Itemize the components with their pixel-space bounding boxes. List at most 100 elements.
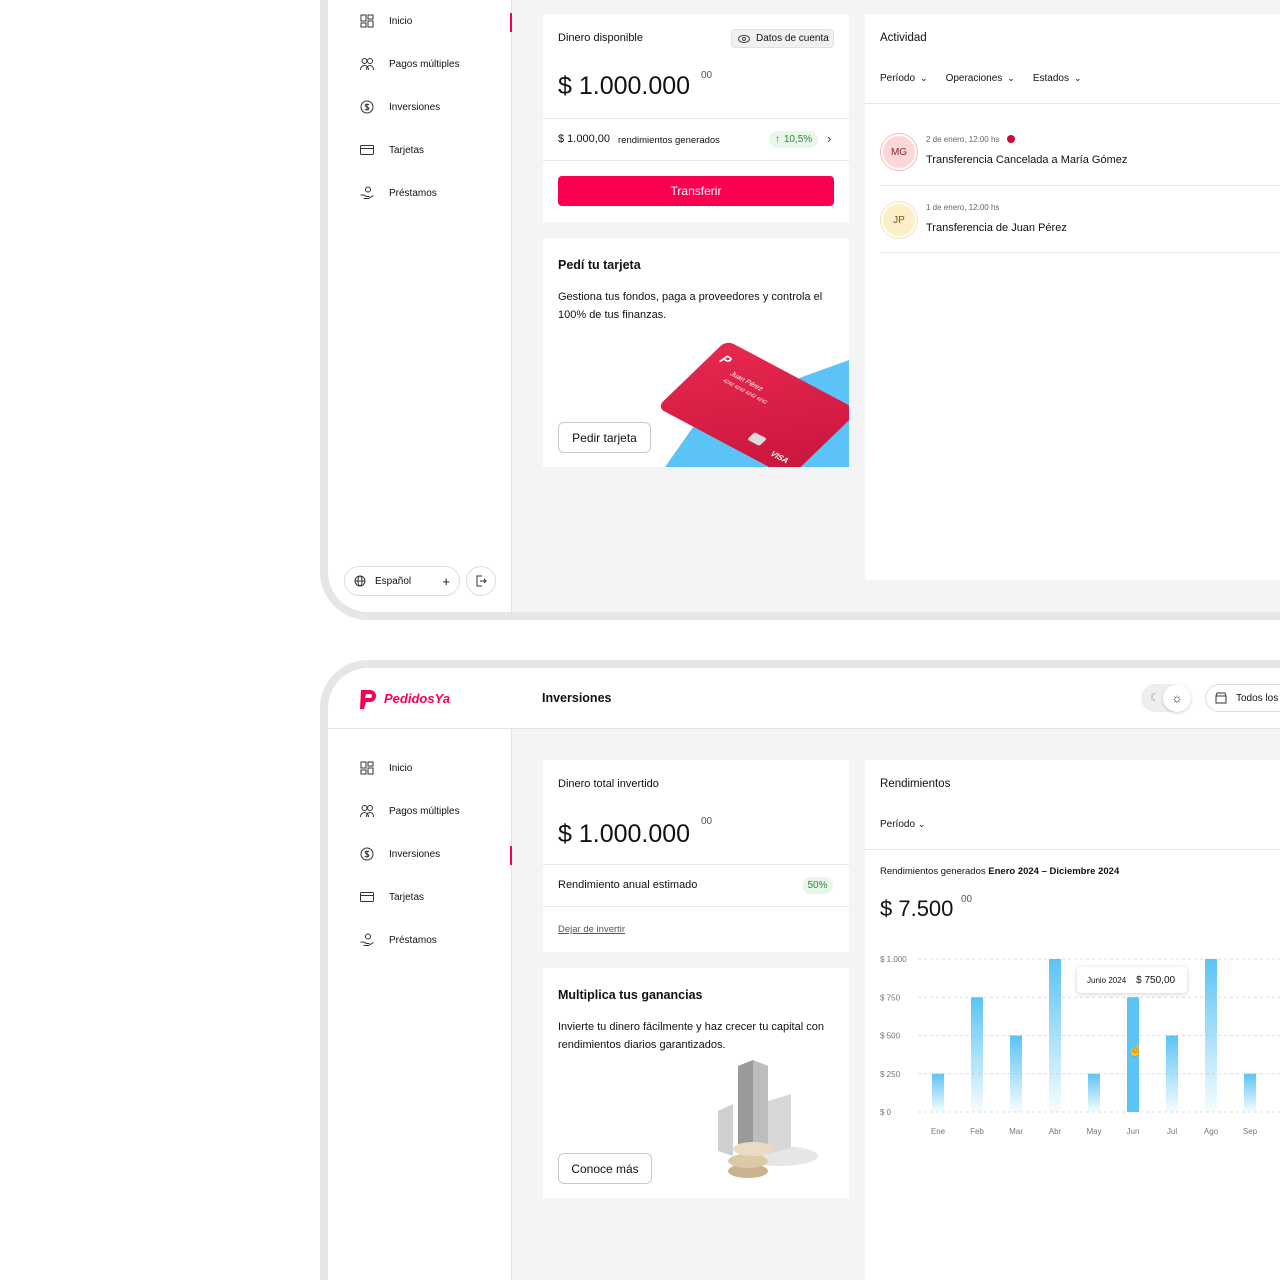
tooltip: Junio 2024 $ 750,00 bbox=[1077, 967, 1187, 993]
bar[interactable] bbox=[971, 997, 983, 1112]
chevron: ⌄ bbox=[920, 73, 928, 83]
activity-title[interactable]: Transferencia Cancelada a María Gómez bbox=[926, 154, 1128, 166]
investment-card: Dinero total invertido $ 1.000.000 00 Re… bbox=[543, 760, 849, 952]
nav-icon bbox=[360, 58, 374, 71]
icon-shape bbox=[365, 186, 371, 193]
investment-promo: Multiplica tus ganancias Invierte tu din… bbox=[543, 968, 849, 1198]
nav-item[interactable]: Préstamos bbox=[360, 933, 437, 948]
panel-title: Rendimientos bbox=[880, 778, 951, 790]
icon-shape bbox=[476, 575, 487, 587]
store-icon bbox=[1215, 692, 1227, 704]
brand-name: PedidosYa bbox=[384, 691, 450, 706]
bar[interactable] bbox=[1205, 959, 1217, 1112]
learn-more-button[interactable]: Conoce más bbox=[558, 1153, 652, 1184]
icon-shape bbox=[365, 933, 371, 940]
promo-text: Invierte tu dinero fácilmente y haz crec… bbox=[558, 1021, 824, 1051]
y-tick-label: $ 250 bbox=[880, 1070, 901, 1079]
store-label: Todos los bbox=[1236, 692, 1279, 704]
icon-shape bbox=[360, 100, 374, 114]
nav-item[interactable]: Inversiones bbox=[360, 847, 440, 862]
store-selector[interactable]: Todos los bbox=[1205, 684, 1280, 712]
logout-button[interactable] bbox=[466, 566, 496, 596]
filter[interactable]: Operaciones ⌄ bbox=[946, 73, 1015, 84]
bar[interactable] bbox=[1244, 1073, 1256, 1112]
card-logo: P bbox=[716, 352, 736, 368]
account-data-button[interactable]: Datos de cuenta bbox=[731, 29, 834, 48]
nav-item[interactable]: Tarjetas bbox=[360, 143, 424, 158]
nav-item[interactable]: Pagos múltiples bbox=[360, 804, 460, 819]
nav-label: Préstamos bbox=[389, 188, 437, 199]
language-selector[interactable]: Español + bbox=[344, 566, 460, 596]
nav-item[interactable]: Inicio bbox=[360, 761, 412, 776]
divider bbox=[880, 185, 1280, 186]
stop-investing-link[interactable]: Dejar de invertir bbox=[558, 924, 626, 935]
icon-shape bbox=[367, 58, 373, 64]
chevron[interactable]: › bbox=[827, 131, 832, 146]
divider bbox=[543, 864, 849, 865]
balance-cents: 00 bbox=[701, 70, 713, 81]
icon-shape bbox=[361, 805, 368, 811]
rate-label: Rendimiento anual estimado bbox=[558, 879, 698, 891]
nav-label: Pagos múltiples bbox=[389, 59, 460, 70]
nav-label: Pagos múltiples bbox=[389, 806, 460, 817]
x-tick-label: Feb bbox=[970, 1127, 984, 1136]
activity-title[interactable]: Transferencia de Juan Pérez bbox=[926, 222, 1067, 234]
period-filter[interactable]: Período ⌄ bbox=[880, 819, 925, 830]
bar[interactable] bbox=[1127, 997, 1139, 1112]
icon-shape bbox=[361, 58, 368, 64]
filter-label: Operaciones bbox=[945, 73, 1003, 84]
nav-icon bbox=[360, 14, 374, 28]
nav-icon bbox=[360, 892, 374, 902]
bar[interactable] bbox=[1166, 1035, 1178, 1113]
x-tick-label: May bbox=[1086, 1127, 1101, 1136]
icon-shape bbox=[360, 761, 367, 769]
chevron: ⌄ bbox=[917, 819, 926, 829]
device-frame: PedidosYa Inversiones ☾ ☼ Todos los Inic… bbox=[320, 660, 1280, 1280]
bar[interactable] bbox=[1010, 1035, 1022, 1113]
nav-label: Tarjetas bbox=[389, 145, 425, 156]
bar-chart: $ 0 $ 250 $ 500 $ 750 $ 1.000 Ene Feb Mar Abr May… bbox=[880, 955, 1280, 1136]
order-card-button[interactable]: Pedir tarjeta bbox=[558, 422, 651, 453]
filter[interactable]: Período ⌄ bbox=[880, 73, 928, 84]
theme-toggle[interactable]: ☾ ☼ bbox=[1141, 684, 1191, 712]
bar[interactable] bbox=[932, 1073, 944, 1112]
icon-shape bbox=[367, 14, 374, 20]
nav-item[interactable]: Pagos múltiples bbox=[360, 57, 460, 72]
icon-shape bbox=[360, 22, 367, 28]
activity-date: 2 de enero, 12:00 hs bbox=[926, 135, 1000, 144]
brand-logo bbox=[360, 690, 376, 709]
sun-icon: ☼ bbox=[1163, 684, 1191, 712]
yield-rate-pill: ↑ 10,5% bbox=[769, 131, 818, 148]
nav-item[interactable]: Inicio bbox=[360, 14, 412, 29]
balance-amount: $ 1.000.000 bbox=[558, 72, 691, 100]
filter[interactable]: Estados ⌄ bbox=[1033, 73, 1082, 84]
nav-icon bbox=[360, 847, 374, 861]
rendimientos-panel: Rendimientos Período ⌄ Rendimientos gene… bbox=[865, 760, 1280, 1280]
growth-illustration bbox=[718, 1060, 818, 1178]
bar[interactable] bbox=[1088, 1073, 1100, 1112]
chevron: ⌄ bbox=[1073, 73, 1082, 83]
language-label: Español bbox=[375, 575, 412, 587]
card-title: Dinero total invertido bbox=[558, 778, 659, 790]
nav-label: Inversiones bbox=[389, 849, 441, 860]
nav-item[interactable]: Inversiones bbox=[360, 100, 440, 115]
nav-item[interactable]: Préstamos bbox=[360, 186, 437, 201]
transfer-button[interactable]: Transferir bbox=[558, 176, 834, 206]
divider bbox=[543, 118, 849, 119]
icon-shape bbox=[367, 805, 373, 811]
card-chip bbox=[747, 432, 767, 446]
divider bbox=[865, 849, 1280, 850]
bar[interactable] bbox=[1049, 959, 1061, 1112]
button-label: Datos de cuenta bbox=[756, 33, 829, 44]
activity-panel: Actividad Período ⌄ Operaciones ⌄ Estados ⌄ M… bbox=[865, 14, 1280, 580]
nav-icon bbox=[360, 186, 374, 199]
nav-icon bbox=[360, 100, 374, 114]
nav-label: Tarjetas bbox=[389, 892, 425, 903]
icon-shape bbox=[360, 941, 374, 946]
nav-item[interactable]: Tarjetas bbox=[360, 890, 424, 905]
up-arrow: ↑ bbox=[774, 134, 780, 145]
coin bbox=[728, 1164, 768, 1178]
x-tick-label: Mar bbox=[1009, 1127, 1023, 1136]
